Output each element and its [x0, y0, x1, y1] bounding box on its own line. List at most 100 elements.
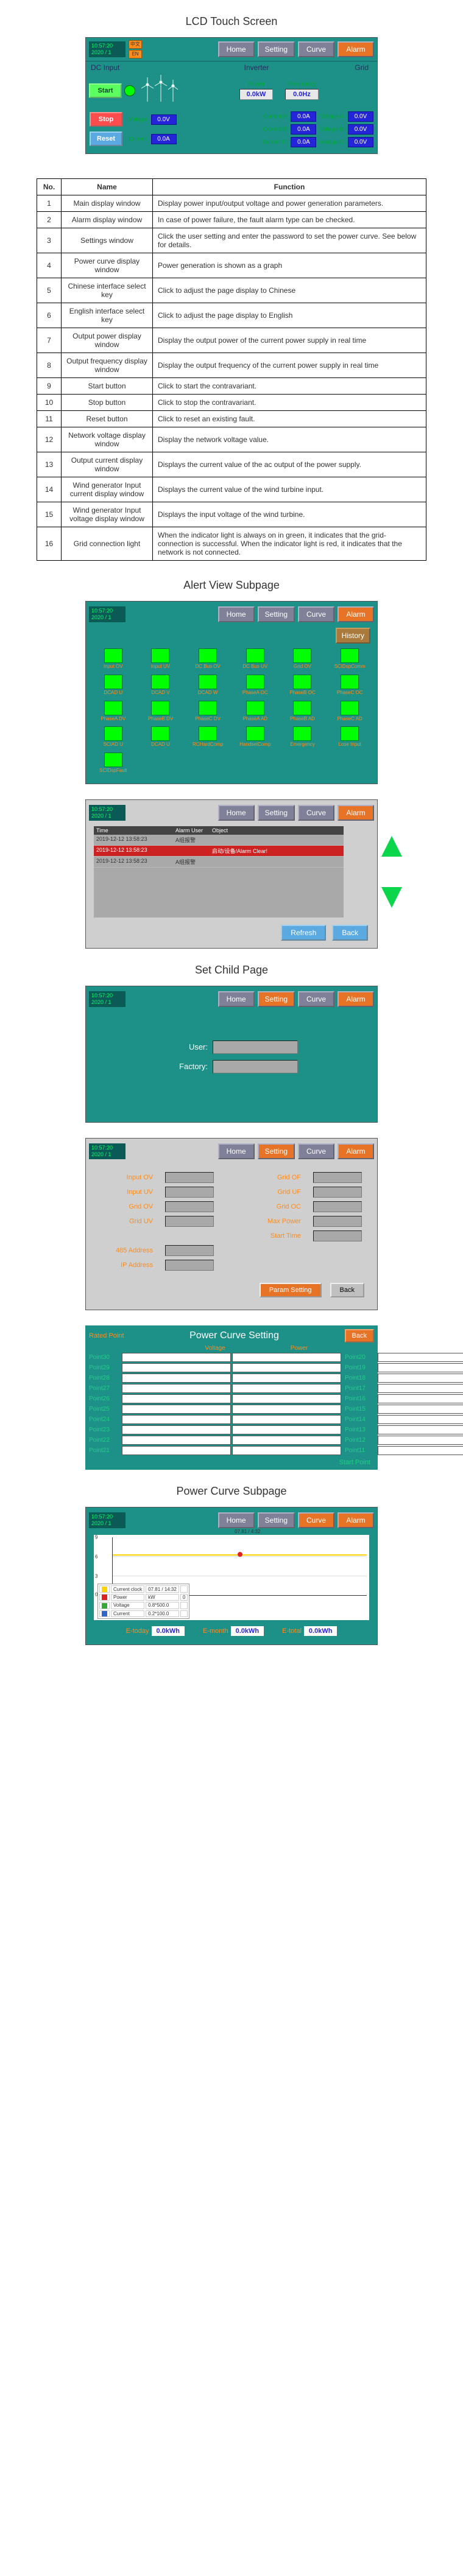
lang-en-button[interactable]: EN — [129, 50, 142, 58]
home-button[interactable]: Home — [218, 991, 255, 1007]
point-power[interactable] — [232, 1425, 341, 1434]
alert-row: 2019-12-12 13:58:23A组报警 — [94, 857, 344, 868]
point-voltage[interactable] — [378, 1405, 463, 1414]
grid-uv[interactable] — [165, 1216, 214, 1227]
max-power[interactable] — [313, 1216, 362, 1227]
curve-button[interactable]: Curve — [298, 1143, 334, 1159]
curve-button[interactable]: Curve — [298, 991, 334, 1007]
alarm-button[interactable]: Alarm — [338, 41, 374, 57]
alarm-button[interactable]: Alarm — [338, 1143, 374, 1159]
setting-button[interactable]: Setting — [258, 991, 295, 1007]
setting-button[interactable]: Setting — [258, 805, 295, 821]
setting-button[interactable]: Setting — [258, 41, 295, 57]
alert-indicator: PhaseB DV — [139, 701, 183, 722]
point-power[interactable] — [232, 1363, 341, 1372]
curve-point-row: Point20 — [345, 1353, 463, 1362]
point-power[interactable] — [232, 1353, 341, 1362]
point-voltage[interactable] — [122, 1384, 231, 1393]
clock: 10:57:202020 / 1 — [89, 1143, 125, 1159]
clock: 10:57:20 2020 / 1 — [89, 41, 125, 57]
setting-button[interactable]: Setting — [258, 1512, 295, 1528]
start-button[interactable]: Start — [89, 83, 122, 98]
home-button[interactable]: Home — [218, 805, 255, 821]
point-voltage[interactable] — [378, 1436, 463, 1445]
point-power[interactable] — [232, 1374, 341, 1383]
point-power[interactable] — [232, 1446, 341, 1455]
alarm-button[interactable]: Alarm — [338, 805, 374, 821]
point-voltage[interactable] — [378, 1415, 463, 1424]
table-row: 13Output current display windowDisplays … — [37, 452, 426, 477]
point-voltage[interactable] — [122, 1405, 231, 1414]
home-button[interactable]: Home — [218, 606, 255, 622]
start-time[interactable] — [313, 1230, 362, 1241]
stop-button[interactable]: Stop — [90, 112, 122, 127]
alarm-button[interactable]: Alarm — [338, 991, 374, 1007]
power-curve-page: 10:57:202020 / 1 Home Setting Curve Alar… — [85, 1507, 378, 1645]
point-voltage[interactable] — [378, 1363, 463, 1372]
setting-button[interactable]: Setting — [258, 1143, 295, 1159]
curve-point-row: Point28 — [89, 1374, 341, 1383]
point-voltage[interactable] — [378, 1446, 463, 1455]
curve-point-row: Point17 — [345, 1384, 463, 1393]
bus-address[interactable] — [165, 1245, 214, 1256]
point-voltage[interactable] — [378, 1425, 463, 1434]
curve-point-row: Point14 — [345, 1415, 463, 1424]
ip-address[interactable] — [165, 1260, 214, 1271]
point-voltage[interactable] — [378, 1394, 463, 1403]
point-power[interactable] — [232, 1394, 341, 1403]
grid-of[interactable] — [313, 1172, 362, 1183]
back-button[interactable]: Back — [332, 925, 368, 941]
clock: 10:57:202020 / 1 — [89, 606, 125, 622]
curve-button[interactable]: Curve — [298, 41, 334, 57]
alarm-button[interactable]: Alarm — [338, 1512, 374, 1528]
curve-button[interactable]: Curve — [298, 805, 334, 821]
history-button[interactable]: History — [336, 628, 370, 644]
input-ov[interactable] — [165, 1172, 214, 1183]
point-voltage[interactable] — [122, 1374, 231, 1383]
header-inverter: Inverter — [202, 61, 311, 74]
home-button[interactable]: Home — [218, 1143, 255, 1159]
point-voltage[interactable] — [122, 1363, 231, 1372]
alarm-button[interactable]: Alarm — [338, 606, 374, 622]
point-power[interactable] — [232, 1384, 341, 1393]
alert-indicator: Lose Input — [328, 726, 372, 748]
point-power[interactable] — [232, 1415, 341, 1424]
scroll-up-button[interactable] — [381, 836, 402, 857]
scroll-down-button[interactable] — [381, 887, 402, 908]
curve-point-row: Point26 — [89, 1394, 341, 1403]
alert-indicator: Input UV — [139, 648, 183, 670]
grid-oc[interactable] — [313, 1201, 362, 1212]
grid-ov[interactable] — [165, 1201, 214, 1212]
curve-button[interactable]: Curve — [298, 606, 334, 622]
table-row: 3Settings windowClick the user setting a… — [37, 228, 426, 253]
back-button[interactable]: Back — [345, 1329, 374, 1342]
point-voltage[interactable] — [122, 1415, 231, 1424]
point-voltage[interactable] — [378, 1353, 463, 1362]
point-voltage[interactable] — [378, 1374, 463, 1383]
param-setting-button[interactable]: Param Setting — [260, 1283, 322, 1297]
reset-button[interactable]: Reset — [90, 132, 122, 146]
curve-title: Power Curve Subpage — [0, 1485, 463, 1498]
point-power[interactable] — [232, 1436, 341, 1445]
back-button[interactable]: Back — [330, 1283, 364, 1297]
grid-uf[interactable] — [313, 1187, 362, 1198]
input-uv[interactable] — [165, 1187, 214, 1198]
point-power[interactable] — [232, 1405, 341, 1414]
curve-point-row: Point24 — [89, 1415, 341, 1424]
lang-cn-button[interactable]: 中文 — [129, 40, 142, 49]
factory-input[interactable] — [213, 1060, 298, 1073]
point-voltage[interactable] — [122, 1394, 231, 1403]
clock: 10:57:202020 / 1 — [89, 1512, 125, 1528]
point-voltage[interactable] — [122, 1425, 231, 1434]
user-input[interactable] — [213, 1041, 298, 1054]
point-voltage[interactable] — [122, 1436, 231, 1445]
point-voltage[interactable] — [378, 1384, 463, 1393]
alert-indicator: SCIDspFault — [91, 753, 135, 774]
home-button[interactable]: Home — [218, 41, 255, 57]
setting-button[interactable]: Setting — [258, 606, 295, 622]
point-voltage[interactable] — [122, 1353, 231, 1362]
home-button[interactable]: Home — [218, 1512, 255, 1528]
point-voltage[interactable] — [122, 1446, 231, 1455]
curve-button[interactable]: Curve — [298, 1512, 334, 1528]
refresh-button[interactable]: Refresh — [281, 925, 326, 941]
